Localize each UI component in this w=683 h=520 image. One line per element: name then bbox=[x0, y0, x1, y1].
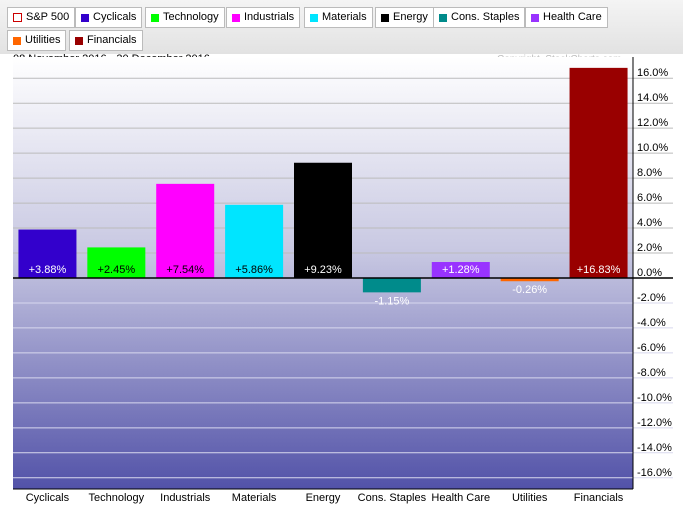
legend-swatch-icon bbox=[232, 13, 240, 22]
data-label: +1.28% bbox=[442, 264, 480, 276]
x-tick-label: Energy bbox=[306, 492, 341, 504]
y-tick-label: -4.0% bbox=[637, 317, 666, 329]
legend-item-materials[interactable]: Materials bbox=[304, 7, 373, 28]
legend-item-utilities[interactable]: Utilities bbox=[7, 30, 67, 51]
legend-swatch-icon bbox=[13, 36, 21, 45]
y-tick-label: 16.0% bbox=[637, 67, 668, 79]
data-label: +16.83% bbox=[577, 264, 621, 276]
legend-item-cons-staples[interactable]: Cons. Staples bbox=[433, 7, 526, 28]
bar-materials bbox=[225, 204, 284, 278]
legend-swatch-icon bbox=[81, 13, 89, 22]
legend-swatch-icon bbox=[531, 13, 539, 22]
y-tick-label: 0.0% bbox=[637, 267, 662, 279]
y-tick-label: -12.0% bbox=[637, 417, 672, 429]
legend-label: Industrials bbox=[244, 11, 295, 23]
x-tick-label: Health Care bbox=[431, 492, 490, 504]
y-tick-label: 2.0% bbox=[637, 242, 662, 254]
legend-swatch-icon bbox=[381, 13, 389, 22]
bar-energy bbox=[294, 162, 352, 278]
legend-label: Cons. Staples bbox=[451, 11, 520, 23]
legend-label: Utilities bbox=[25, 34, 61, 46]
y-tick-label: -2.0% bbox=[637, 292, 666, 304]
y-tick-label: -6.0% bbox=[637, 342, 666, 354]
bar-cons-staples bbox=[362, 277, 421, 293]
x-tick-label: Materials bbox=[232, 492, 277, 504]
legend-item-energy[interactable]: Energy bbox=[375, 7, 434, 28]
x-tick-label: Cyclicals bbox=[26, 492, 70, 504]
legend-label: Health Care bbox=[543, 11, 602, 23]
legend-label: Energy bbox=[393, 11, 428, 23]
legend-label: S&P 500 bbox=[26, 11, 70, 23]
legend-item-health-care[interactable]: Health Care bbox=[525, 7, 608, 28]
x-tick-label: Financials bbox=[574, 492, 624, 504]
legend-swatch-icon bbox=[75, 36, 83, 45]
legend-item-s-p-500[interactable]: S&P 500 bbox=[7, 7, 76, 28]
legend-swatch-icon bbox=[310, 13, 318, 22]
x-tick-label: Cons. Staples bbox=[358, 492, 427, 504]
y-tick-label: 6.0% bbox=[637, 192, 662, 204]
data-label: +3.88% bbox=[29, 264, 67, 276]
y-tick-label: -16.0% bbox=[637, 467, 672, 479]
x-tick-label: Industrials bbox=[160, 492, 211, 504]
legend-item-financials[interactable]: Financials bbox=[69, 30, 143, 51]
bar-financials bbox=[569, 67, 628, 278]
y-tick-label: 12.0% bbox=[637, 117, 668, 129]
x-tick-label: Utilities bbox=[512, 492, 548, 504]
y-tick-label: 4.0% bbox=[637, 217, 662, 229]
data-label: +2.45% bbox=[98, 264, 136, 276]
y-tick-label: -8.0% bbox=[637, 367, 666, 379]
bar-utilities bbox=[500, 277, 559, 282]
bar-industrials bbox=[156, 183, 215, 278]
bar-cyclicals bbox=[18, 229, 77, 278]
legend-label: Materials bbox=[322, 11, 367, 23]
y-tick-label: -10.0% bbox=[637, 392, 672, 404]
legend-swatch-icon bbox=[13, 13, 22, 22]
y-tick-label: -14.0% bbox=[637, 442, 672, 454]
legend-label: Cyclicals bbox=[93, 11, 137, 23]
data-label: -0.26% bbox=[512, 284, 547, 296]
legend-swatch-icon bbox=[151, 13, 159, 22]
y-tick-label: 8.0% bbox=[637, 167, 662, 179]
y-tick-label: 10.0% bbox=[637, 142, 668, 154]
legend-item-cyclicals[interactable]: Cyclicals bbox=[75, 7, 143, 28]
x-tick-label: Technology bbox=[89, 492, 145, 504]
data-label: +5.86% bbox=[235, 264, 273, 276]
data-label: +7.54% bbox=[166, 264, 204, 276]
bar-health-care bbox=[431, 262, 490, 278]
legend-item-technology[interactable]: Technology bbox=[145, 7, 225, 28]
legend-label: Technology bbox=[163, 11, 219, 23]
data-label: +9.23% bbox=[304, 264, 342, 276]
data-label: -1.15% bbox=[374, 295, 409, 307]
y-tick-label: 14.0% bbox=[637, 92, 668, 104]
legend-item-industrials[interactable]: Industrials bbox=[226, 7, 301, 28]
legend-label: Financials bbox=[87, 34, 137, 46]
legend-swatch-icon bbox=[439, 13, 447, 22]
bar-technology bbox=[87, 247, 146, 278]
